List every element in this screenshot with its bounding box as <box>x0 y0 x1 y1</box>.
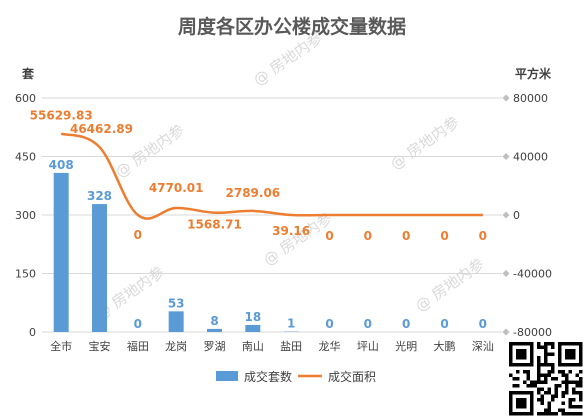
line-data-label: 0 <box>402 229 410 243</box>
right-axis-tick-label: -80000 <box>513 326 552 339</box>
x-axis-tick-label: 罗湖 <box>204 340 226 353</box>
bar-data-label: 1 <box>287 317 295 331</box>
bar-data-label: 53 <box>168 296 185 310</box>
bar-data-label: 0 <box>479 317 487 331</box>
line-data-label: 0 <box>479 229 487 243</box>
bar-宝安 <box>92 204 107 332</box>
line-data-label: 55629.83 <box>30 109 93 123</box>
left-axis-tick-label: 0 <box>29 326 36 339</box>
x-axis-tick-label: 大鹏 <box>434 339 456 353</box>
watermark-text: @ 房地内参 <box>387 113 463 174</box>
right-axis-ticks: -80000 -40000 0 40000 80000 <box>502 92 552 339</box>
x-axis-tick-label: 深汕 <box>472 340 494 353</box>
line-成交面积 <box>60 132 483 220</box>
left-axis-tick-label: 300 <box>15 209 36 222</box>
bar-龙岗 <box>168 311 184 332</box>
left-axis-tick-label: 600 <box>15 92 36 105</box>
right-axis-tick-marker <box>502 153 510 160</box>
legend-bar-label: 成交套数 <box>244 369 292 384</box>
x-axis-tick-label: 全市 <box>50 339 72 353</box>
chart-title: 周度各区办公楼成交量数据 <box>178 15 406 38</box>
line-data-label: 0 <box>325 229 333 243</box>
watermark-text: @ 房地内参 <box>260 209 336 270</box>
right-axis-tick-label: -40000 <box>513 268 552 281</box>
x-axis-tick-label: 龙华 <box>319 339 341 353</box>
line-series <box>60 132 483 220</box>
line-data-label: 0 <box>134 228 142 242</box>
right-axis-tick-label: 40000 <box>513 151 548 164</box>
bar-全市 <box>53 172 69 332</box>
bar-series <box>53 172 299 332</box>
bar-data-label: 8 <box>210 314 218 328</box>
line-data-label: 46462.89 <box>70 122 133 136</box>
line-data-label: 39.16 <box>272 224 310 238</box>
qr-code <box>507 340 584 418</box>
watermark-layer: @ 房地内参@ 房地内参 @ 房地内参@ 房地内参@ 房地内参 @ 房地内参 <box>92 29 488 324</box>
left-axis-tick-label: 150 <box>15 268 36 281</box>
line-data-label: 1568.71 <box>187 218 242 232</box>
line-data-label: 2789.06 <box>226 186 281 200</box>
x-axis-tick-label: 福田 <box>127 339 149 353</box>
line-data-label: 4770.01 <box>149 181 204 195</box>
x-axis-tick-label: 南山 <box>242 340 264 353</box>
bar-data-label: 408 <box>49 158 74 172</box>
bar-data-label: 0 <box>440 317 448 331</box>
watermark-text: @ 房地内参 <box>412 255 488 316</box>
left-axis-tick-label: 450 <box>15 151 36 164</box>
x-axis-tick-label: 盐田 <box>280 340 302 353</box>
right-axis-unit-label: 平方米 <box>515 66 552 81</box>
legend-bar-swatch <box>216 371 238 381</box>
right-axis-tick-marker <box>502 94 510 102</box>
line-data-label: 0 <box>440 229 448 243</box>
left-axis-unit-label: 套 <box>21 66 35 81</box>
right-axis-tick-marker <box>502 328 510 336</box>
left-axis-ticks: 0 150 300 450 600 <box>15 92 36 339</box>
bar-data-label: 0 <box>402 317 410 331</box>
line-data-label: 0 <box>364 229 372 243</box>
right-axis-tick-marker <box>502 211 510 219</box>
x-axis-tick-label: 光明 <box>395 339 417 353</box>
x-axis-ticks: 全市 宝安 福田 龙岗 罗湖 南山 盐田 龙华 坪山 光明 大鹏 深汕 <box>50 339 494 353</box>
bar-南山 <box>245 324 261 332</box>
x-axis-tick-label: 宝安 <box>89 339 111 353</box>
bar-data-labels: 408 328 0 53 8 18 1 0 0 0 0 0 <box>49 158 487 331</box>
x-axis-tick-label: 坪山 <box>357 340 379 353</box>
right-axis-tick-label: 80000 <box>513 92 548 105</box>
bar-data-label: 0 <box>364 317 372 331</box>
legend-line-label: 成交面积 <box>328 369 376 384</box>
right-axis-tick-marker <box>502 270 510 277</box>
bar-data-label: 0 <box>134 317 142 331</box>
bar-data-label: 328 <box>87 189 112 203</box>
bar-data-label: 18 <box>244 310 261 324</box>
legend: 成交套数 成交面积 <box>216 369 376 384</box>
bar-罗湖 <box>207 328 222 332</box>
right-axis-tick-label: 0 <box>513 209 520 222</box>
x-axis-tick-label: 龙岗 <box>165 340 187 353</box>
bar-data-label: 0 <box>325 317 333 331</box>
